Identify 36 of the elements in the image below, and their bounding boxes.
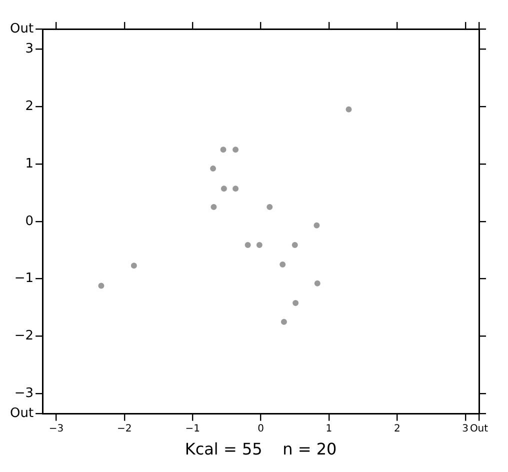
y-tick-label: 3 bbox=[25, 41, 34, 56]
y-tick-label: 2 bbox=[25, 98, 34, 114]
point bbox=[314, 280, 320, 286]
point bbox=[280, 261, 286, 268]
point bbox=[244, 242, 251, 248]
point bbox=[210, 166, 216, 172]
x-tick-label: 1 bbox=[326, 423, 332, 434]
point bbox=[232, 146, 239, 153]
point bbox=[292, 300, 299, 306]
x-tick-label: −3 bbox=[48, 423, 64, 434]
x-tick-label: −2 bbox=[117, 423, 132, 434]
point bbox=[210, 204, 217, 210]
point bbox=[292, 242, 298, 248]
y-tick-label: −1 bbox=[14, 271, 34, 286]
point bbox=[220, 146, 226, 153]
point bbox=[232, 186, 239, 192]
y-tick-label: 0 bbox=[25, 214, 34, 229]
y-tick-label: −2 bbox=[14, 328, 34, 344]
x-tick-label: Out bbox=[470, 423, 488, 434]
point bbox=[130, 262, 137, 269]
point bbox=[346, 106, 352, 112]
x-tick-label: 2 bbox=[394, 423, 400, 434]
point bbox=[280, 318, 287, 325]
x-axis-title: Kcal = 55 n = 20 bbox=[184, 440, 337, 459]
y-tick-label: Out bbox=[10, 21, 34, 36]
point bbox=[314, 222, 320, 228]
point bbox=[220, 186, 227, 192]
y-tick-label: −3 bbox=[14, 386, 34, 402]
y-tick-label: 1 bbox=[25, 156, 34, 172]
point bbox=[256, 242, 262, 248]
point bbox=[98, 282, 104, 289]
x-tick-label: 3 bbox=[462, 423, 469, 434]
x-tick-label: −1 bbox=[185, 423, 200, 434]
y-tick-label: Out bbox=[10, 406, 34, 422]
point bbox=[266, 204, 273, 210]
x-tick-label: 0 bbox=[258, 423, 264, 434]
